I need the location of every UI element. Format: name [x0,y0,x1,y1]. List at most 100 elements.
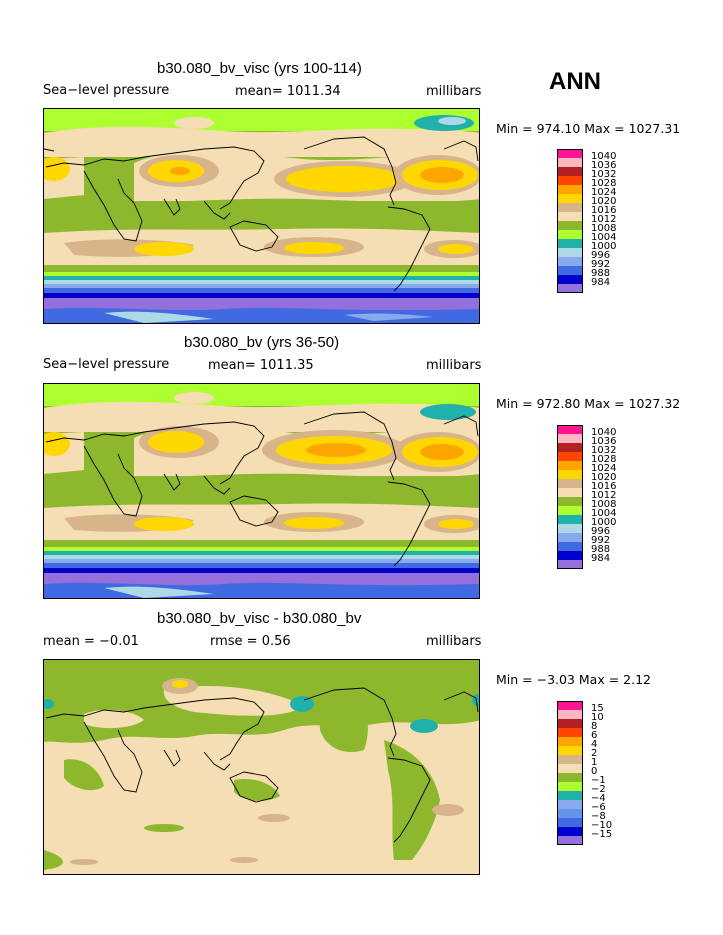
legend-swatch: 1000 [557,515,687,528]
legend-swatch: −1 [557,773,687,786]
legend-label: 8 [591,721,598,732]
legend-label: −10 [591,820,613,831]
legend-swatch: 1012 [557,488,687,501]
panel-1-variable: Sea−level pressure [43,83,170,98]
legend-swatch: 1016 [557,479,687,492]
legend-label: 1 [591,757,598,768]
legend-swatch: 2 [557,746,687,759]
legend-label: 1004 [591,232,617,243]
panel-2-minmax: Min = 972.80 Max = 1027.32 [496,396,681,411]
legend-label: 1024 [591,187,617,198]
legend-swatch: 1020 [557,194,687,207]
legend-label: 10 [591,712,604,723]
legend-swatch: 988 [557,542,687,555]
legend-label: 0 [591,766,598,777]
legend-label: 1028 [591,178,617,189]
legend-swatch: 984 [557,551,687,564]
legend-label: 996 [591,250,611,261]
legend-label: 1040 [591,151,617,162]
legend-swatch: 6 [557,728,687,741]
panel-2-legend: 1040 1036 1032 1028 1024 1020 1016 1012 1008 1004… [557,425,687,569]
panel-3-mean: mean = −0.01 [43,634,139,649]
legend-label: 1032 [591,169,617,180]
panel-3-minmax: Min = −3.03 Max = 2.12 [496,672,651,687]
legend-swatch: 996 [557,248,687,261]
legend-swatch: 8 [557,719,687,732]
season-label: ANN [549,68,601,95]
legend-swatch: −10 [557,818,687,831]
panel-2-map [43,383,480,599]
panel-3-units: millibars [426,634,482,649]
legend-label: 1012 [591,490,617,501]
legend-label: 1008 [591,499,617,510]
legend-swatch: −8 [557,809,687,822]
legend-swatch: 1024 [557,461,687,474]
legend-label: 1032 [591,445,617,456]
legend-label: 6 [591,730,598,741]
legend-swatch: 1016 [557,203,687,216]
panel-1-map [43,108,480,324]
legend-label: −2 [591,784,606,795]
legend-label: −4 [591,793,606,804]
legend-swatch: 1008 [557,497,687,510]
legend-label: 1000 [591,517,617,528]
legend-swatch: 1028 [557,176,687,189]
panel-1-legend: 1040 1036 1032 1028 1024 1020 1016 1012 1008 1004… [557,149,687,293]
legend-swatch: 0 [557,764,687,777]
panel-2-title: b30.080_bv (yrs 36-50) [184,334,340,351]
legend-label: 992 [591,535,611,546]
legend-label: 1036 [591,436,617,447]
panel-3-legend: 15 10 8 6 4 2 1 0 −1 −2 −4 −6 −8 −10 −15 [557,701,687,845]
legend-label: 1016 [591,481,617,492]
legend-swatch: 992 [557,257,687,270]
legend-swatch: −2 [557,782,687,795]
legend-label: 1020 [591,196,617,207]
legend-swatch: 984 [557,275,687,288]
legend-swatch: 1004 [557,230,687,243]
panel-2-units: millibars [426,358,482,373]
legend-label: 4 [591,739,598,750]
panel-1-units: millibars [426,84,482,99]
legend-label: 1016 [591,205,617,216]
legend-swatch: 988 [557,266,687,279]
legend-swatch: 1032 [557,443,687,456]
legend-swatch: 1028 [557,452,687,465]
legend-label: −15 [591,829,613,840]
panel-1-title: b30.080_bv_visc (yrs 100-114) [157,60,362,77]
panel-3-rmse: rmse = 0.56 [210,634,291,649]
legend-label: −6 [591,802,606,813]
panel-2-variable: Sea−level pressure [43,357,170,372]
legend-label: 1024 [591,463,617,474]
legend-label: −8 [591,811,606,822]
legend-swatch: 1024 [557,185,687,198]
legend-label: 1000 [591,241,617,252]
legend-swatch: 1008 [557,221,687,234]
legend-swatch: −6 [557,800,687,813]
legend-swatch: 1020 [557,470,687,483]
legend-label: 992 [591,259,611,270]
panel-3-title: b30.080_bv_visc - b30.080_bv [157,610,362,627]
legend-swatch: 1004 [557,506,687,519]
legend-swatch: 15 [557,701,687,714]
panel-3-map [43,659,480,875]
legend-label: 984 [591,277,611,288]
legend-swatch [557,560,687,569]
legend-label: 984 [591,553,611,564]
panel-1-mean: mean= 1011.34 [235,84,341,99]
legend-label: 1036 [591,160,617,171]
legend-swatch: 10 [557,710,687,723]
legend-swatch: 1012 [557,212,687,225]
legend-label: 1008 [591,223,617,234]
legend-swatch [557,836,687,845]
legend-label: 2 [591,748,598,759]
legend-swatch: −4 [557,791,687,804]
legend-label: 1040 [591,427,617,438]
legend-label: 1020 [591,472,617,483]
legend-swatch: 996 [557,524,687,537]
panel-2-mean: mean= 1011.35 [208,358,314,373]
legend-swatch: −15 [557,827,687,840]
legend-label: 988 [591,544,611,555]
legend-swatch: 1040 [557,149,687,162]
legend-label: 1012 [591,214,617,225]
legend-swatch: 1032 [557,167,687,180]
